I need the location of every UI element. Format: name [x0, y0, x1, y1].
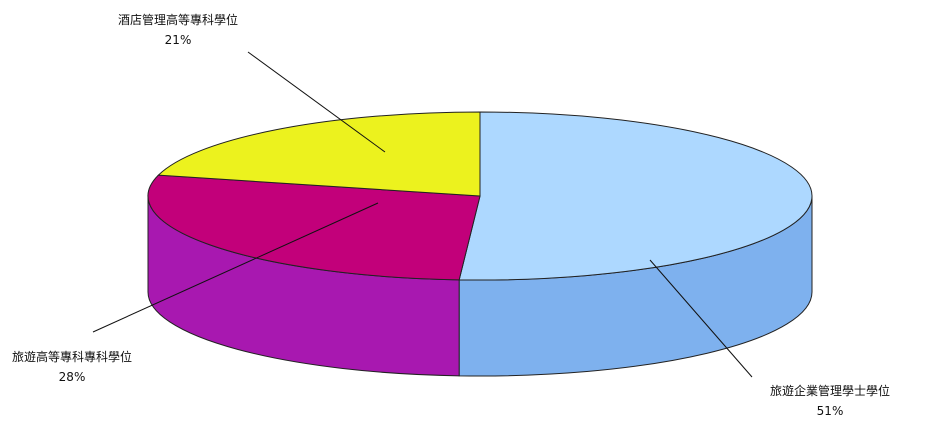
slice-label-tourism-bachelor-name: 旅遊企業管理學士學位	[770, 384, 891, 398]
slice-label-tourism-bachelor: 旅遊企業管理學士學位 51%	[770, 381, 890, 421]
slice-label-tourism-diploma-value: 28%	[58, 370, 86, 384]
slice-label-tourism-diploma-name: 旅遊高等專科專科學位	[12, 350, 133, 364]
slice-label-hotel-value: 21%	[164, 33, 192, 47]
slice-label-tourism-diploma: 旅遊高等專科專科學位 28%	[12, 347, 132, 387]
leader-line-hotel	[247, 51, 386, 153]
pie-slice-2	[157, 111, 481, 197]
slice-label-hotel: 酒店管理高等專科學位 21%	[118, 10, 238, 50]
pie-top-group	[147, 111, 813, 281]
leader-line-tourism-diploma	[92, 202, 379, 333]
pie-slice-1	[147, 174, 481, 281]
slice-label-tourism-bachelor-value: 51%	[816, 404, 844, 418]
leader-line-tourism-bachelor	[649, 259, 753, 378]
slice-label-hotel-name: 酒店管理高等專科學位	[118, 13, 239, 27]
pie-slice-0	[458, 111, 813, 281]
